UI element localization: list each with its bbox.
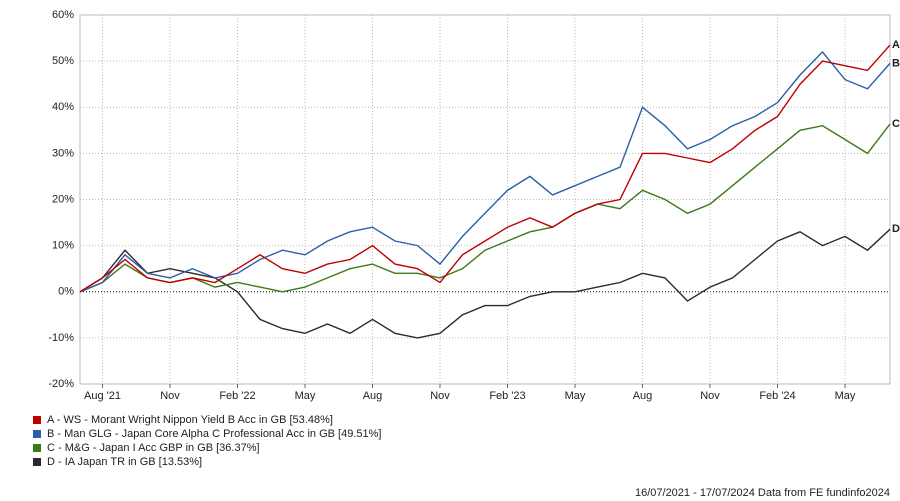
series-line (79, 44, 891, 293)
series-line (79, 123, 891, 293)
end-label: A (892, 39, 900, 51)
x-tick-label: Aug (633, 390, 653, 402)
x-tick-label: May (565, 390, 586, 402)
y-tick-label: 40% (52, 101, 74, 113)
y-tick-label: 30% (52, 147, 74, 159)
x-tick-label: Nov (160, 390, 180, 402)
legend-label: C - M&G - Japan I Acc GBP in GB [36.37%] (47, 442, 260, 454)
footer: 16/07/2021 - 17/07/2024 Data from FE fun… (635, 487, 890, 499)
y-tick-label: 10% (52, 240, 74, 252)
y-tick-label: -20% (48, 378, 74, 390)
x-tick-label: Feb '24 (759, 390, 795, 402)
x-tick-label: Aug (363, 390, 383, 402)
end-label: C (892, 118, 900, 130)
y-tick-label: 20% (52, 193, 74, 205)
legend-label: B - Man GLG - Japan Core Alpha C Profess… (47, 428, 381, 440)
end-label: D (892, 223, 900, 235)
legend-swatch (33, 458, 41, 466)
y-tick-label: 0% (58, 286, 74, 298)
y-tick-label: 50% (52, 55, 74, 67)
legend-label: A - WS - Morant Wright Nippon Yield B Ac… (47, 414, 333, 426)
y-tick-label: 60% (52, 9, 74, 21)
y-tick-label: -10% (48, 332, 74, 344)
end-label: B (892, 57, 900, 69)
x-tick-label: Aug '21 (84, 390, 121, 402)
series-line (79, 50, 891, 293)
x-tick-label: May (835, 390, 856, 402)
x-tick-label: Nov (430, 390, 450, 402)
legend-swatch (33, 416, 41, 424)
legend-swatch (33, 430, 41, 438)
x-tick-label: Feb '23 (489, 390, 525, 402)
x-tick-label: Nov (700, 390, 720, 402)
legend-swatch (33, 444, 41, 452)
x-tick-label: May (295, 390, 316, 402)
x-tick-label: Feb '22 (219, 390, 255, 402)
legend-label: D - IA Japan TR in GB [13.53%] (47, 456, 202, 468)
